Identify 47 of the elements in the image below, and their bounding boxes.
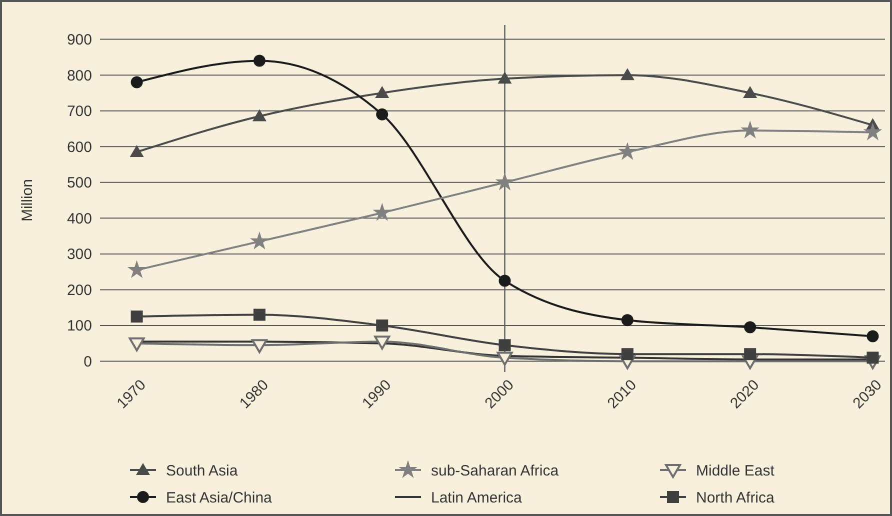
point [866, 330, 879, 342]
point [128, 337, 145, 352]
point [744, 321, 756, 334]
point [498, 72, 512, 84]
point [498, 339, 511, 352]
point [253, 54, 266, 67]
y-tick-label: 900 [66, 32, 92, 49]
point [251, 339, 268, 354]
point [127, 260, 146, 278]
y-tick-label: 100 [66, 318, 92, 335]
point [744, 348, 756, 360]
y-tick-label: 600 [66, 138, 92, 156]
point [253, 308, 266, 321]
point [130, 144, 144, 157]
point [740, 120, 760, 139]
y-axis-title: Million [19, 179, 36, 222]
y-tick-label: 500 [66, 174, 92, 192]
y-tick-label: 400 [66, 210, 92, 228]
legend-label: Middle East [696, 462, 776, 480]
point [130, 76, 143, 88]
y-tick-label: 700 [66, 103, 92, 120]
point [496, 352, 513, 366]
point [743, 86, 758, 98]
y-tick-label: 300 [66, 246, 92, 264]
y-tick-label: 200 [66, 282, 92, 299]
point [621, 314, 634, 326]
legend-label: Latin America [431, 489, 523, 506]
point [372, 202, 392, 221]
point [620, 68, 634, 80]
legend-label: South Asia [166, 462, 238, 480]
point [498, 274, 511, 287]
point [252, 109, 266, 122]
legend-label: North Africa [696, 489, 776, 506]
point [250, 232, 269, 250]
point [376, 319, 388, 332]
point [863, 122, 882, 140]
y-tick-label: 800 [66, 67, 92, 84]
point [376, 108, 388, 120]
point [495, 172, 514, 190]
y-tick-label: 0 [84, 354, 92, 371]
point [375, 86, 390, 98]
point [374, 336, 390, 350]
point [130, 310, 143, 323]
legend-label: sub-Saharan Africa [431, 462, 560, 480]
point [621, 348, 634, 360]
point [618, 142, 637, 160]
legend-label: East Asia/China [166, 489, 273, 506]
